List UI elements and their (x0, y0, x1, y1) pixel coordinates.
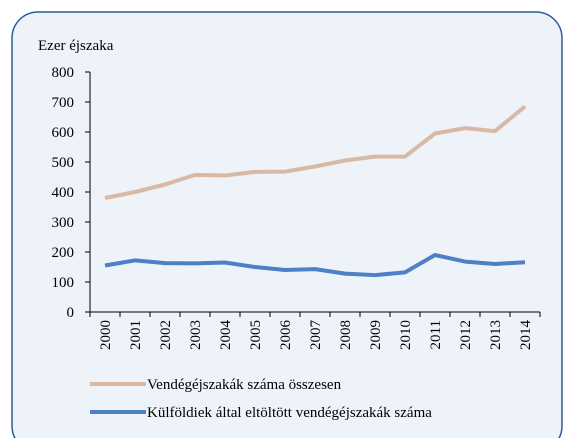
x-tick-label: 2000 (98, 320, 114, 350)
y-axis-label: Ezer éjszaka (38, 38, 114, 54)
x-tick-label: 2011 (428, 320, 444, 349)
x-tick-label: 2003 (188, 320, 204, 350)
y-tick-label: 400 (52, 185, 75, 201)
x-tick-label: 2007 (308, 320, 324, 351)
x-tick-label: 2001 (128, 320, 144, 350)
y-tick-label: 0 (67, 305, 75, 321)
y-tick-label: 800 (52, 65, 75, 81)
y-tick-label: 200 (52, 245, 75, 261)
y-tick-label: 600 (52, 125, 75, 141)
x-tick-label: 2014 (518, 320, 534, 351)
line (104, 253, 526, 278)
y-tick-label: 100 (52, 275, 75, 291)
x-tick-label: 2004 (218, 320, 234, 351)
legend-label: Külföldiek által eltöltött vendégéjszaká… (147, 405, 432, 421)
x-tick-label: 2002 (158, 320, 174, 350)
x-tick-label: 2005 (248, 320, 264, 350)
x-tick-label: 2012 (458, 320, 474, 350)
y-tick-label: 700 (52, 95, 75, 111)
x-tick-label: 2010 (398, 320, 414, 350)
x-tick-label: 2013 (488, 320, 504, 350)
x-tick-label: 2008 (338, 320, 354, 350)
line (104, 104, 527, 200)
legend-label: Vendégéjszakák száma összesen (147, 377, 342, 393)
frame (11, 11, 563, 443)
y-tick-label: 300 (52, 215, 75, 231)
x-tick-label: 2009 (368, 320, 384, 350)
y-tick-label: 500 (52, 155, 75, 171)
x-tick-label: 2006 (278, 320, 294, 351)
